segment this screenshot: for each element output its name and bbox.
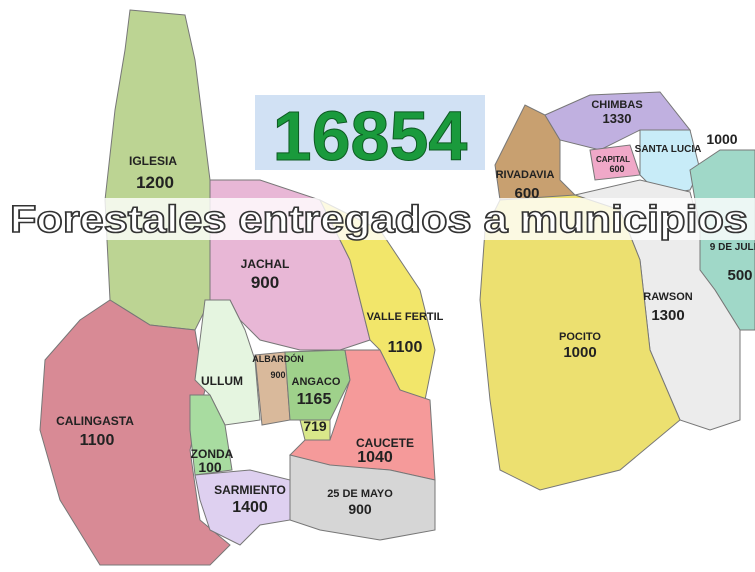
region-name: IGLESIA	[129, 154, 177, 168]
region-name: ZONDA	[191, 447, 234, 461]
region-santa-lucia	[639, 129, 701, 196]
region-sarmiento	[194, 469, 291, 546]
region-name: JACHAL	[241, 257, 290, 271]
region-value: 1000	[706, 131, 737, 147]
region-value: 500	[727, 267, 752, 284]
region-25-de-mayo	[289, 454, 436, 541]
region-labels: IGLESIA 1200 JACHAL 900 VALLE FERTIL 1100 CALI…	[56, 99, 755, 517]
region-name: VALLE FERTIL	[367, 311, 444, 323]
region-value: 1330	[603, 111, 632, 126]
region-value: 900	[348, 501, 372, 517]
region-value: 900	[270, 370, 285, 380]
region-value: 900	[251, 273, 279, 292]
region-calingasta	[39, 299, 231, 566]
region-name: RAWSON	[643, 291, 693, 303]
region-name: CAPITAL	[596, 155, 630, 164]
region-value: 600	[609, 164, 624, 174]
region-pocito	[479, 194, 681, 491]
region-value: 1000	[563, 344, 596, 361]
region-value: 1400	[232, 499, 268, 516]
region-value: 100	[198, 459, 222, 475]
region-name: ANGACO	[292, 376, 341, 388]
region-name: CHIMBAS	[591, 99, 642, 111]
region-iglesia	[104, 9, 211, 331]
region-zonda	[189, 394, 233, 476]
total: 16854	[273, 97, 468, 175]
region-value: 1100	[80, 432, 115, 449]
region-value: 600	[514, 185, 539, 202]
region-value: 719	[303, 418, 327, 434]
region-ullum	[194, 299, 261, 426]
region-value: 1300	[651, 307, 684, 324]
subtitle: Forestales entregados a municipios	[10, 199, 748, 241]
region-name: ALBARDÓN	[252, 353, 304, 364]
region-name: RIVADAVIA	[496, 169, 555, 181]
region-name: SANTA LUCIA	[635, 144, 702, 155]
region-name: 25 DE MAYO	[327, 488, 393, 500]
region-name: SARMIENTO	[214, 483, 286, 497]
region-name: CAUCETE	[356, 436, 414, 450]
subtitle-band	[0, 198, 755, 240]
region-name: POCITO	[559, 331, 601, 343]
region-value: 1100	[388, 339, 423, 356]
region-name: ULLUM	[201, 374, 243, 388]
region-value: 1200	[136, 173, 174, 192]
regions	[39, 9, 755, 566]
total-box	[255, 95, 485, 170]
region-name: 9 DE JULIO	[710, 242, 755, 253]
region-name: CALINGASTA	[56, 414, 134, 428]
region-value: 1165	[297, 391, 332, 408]
region-value: 1040	[357, 449, 393, 466]
